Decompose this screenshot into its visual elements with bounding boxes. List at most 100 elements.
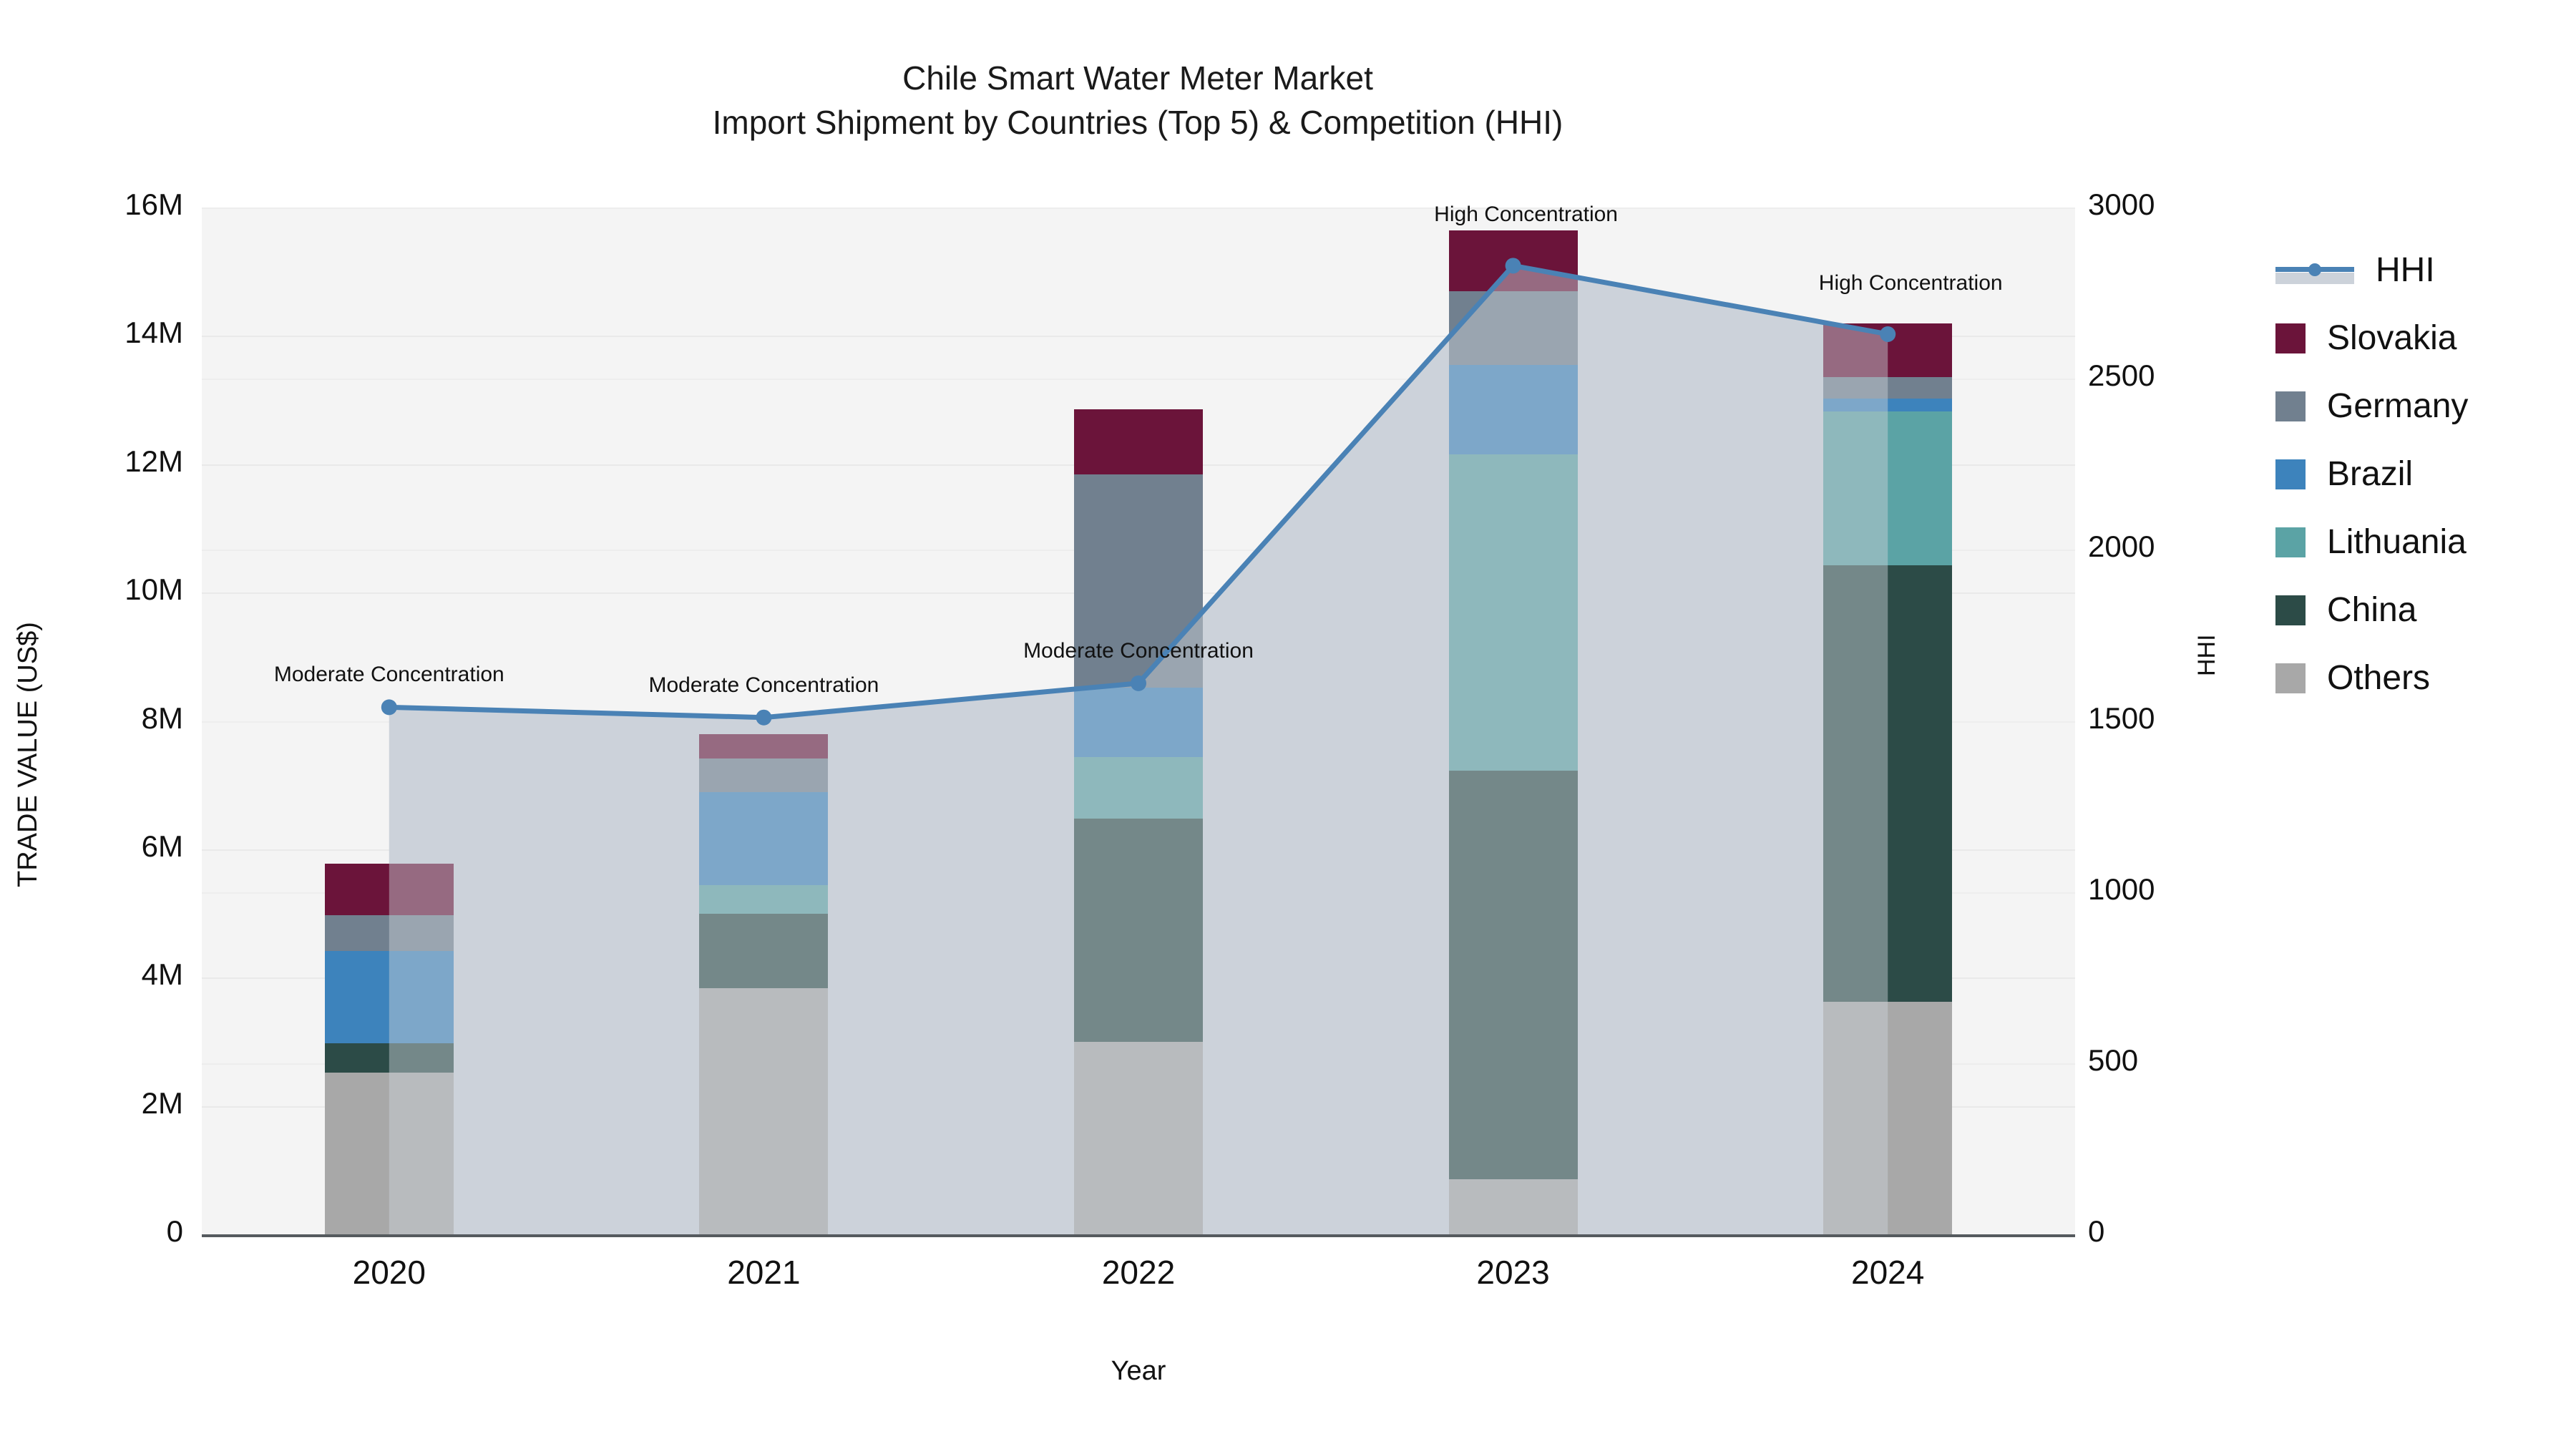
- legend-label: Slovakia: [2327, 319, 2457, 357]
- y-axis-left-title: TRADE VALUE (US$): [13, 622, 43, 887]
- y-tick-left: 14M: [125, 316, 183, 350]
- x-axis-line: [202, 1234, 2075, 1237]
- legend-item-slovakia[interactable]: Slovakia: [2275, 304, 2468, 372]
- bar-segment-lithuania[interactable]: [699, 885, 829, 914]
- gridline-secondary: [202, 208, 2075, 209]
- bar-segment-lithuania[interactable]: [1074, 756, 1203, 819]
- gridline: [202, 336, 2075, 338]
- hhi-marker[interactable]: [1505, 258, 1521, 274]
- bar-segment-others[interactable]: [1823, 1002, 1953, 1234]
- y-tick-left: 2M: [141, 1085, 183, 1120]
- legend-label: Germany: [2327, 387, 2469, 425]
- bar-segment-china[interactable]: [1074, 818, 1203, 1042]
- chart-title: Chile Smart Water Meter Market: [902, 59, 1373, 97]
- y-tick-left: 8M: [141, 701, 183, 735]
- hhi-annotation-2020: Moderate Concentration: [273, 663, 504, 687]
- hhi-marker[interactable]: [381, 699, 397, 716]
- bar-segment-germany[interactable]: [324, 915, 454, 952]
- y-tick-right: 3000: [2088, 187, 2155, 221]
- hhi-marker[interactable]: [1131, 675, 1146, 691]
- legend-label: Lithuania: [2327, 523, 2467, 561]
- legend-swatch-slovakia: [2275, 323, 2306, 353]
- bar-stack-2023[interactable]: [1448, 208, 1578, 1234]
- y-tick-right: 1500: [2088, 701, 2155, 735]
- legend-item-others[interactable]: Others: [2275, 644, 2468, 712]
- hhi-marker[interactable]: [1880, 326, 1896, 342]
- bar-segment-others[interactable]: [1074, 1041, 1203, 1234]
- bar-segment-china[interactable]: [699, 914, 829, 988]
- bar-segment-slovakia[interactable]: [1074, 409, 1203, 475]
- gridline-secondary: [202, 379, 2075, 381]
- x-axis-title: Year: [1111, 1356, 1166, 1386]
- y-tick-left: 4M: [141, 957, 183, 992]
- plot-area: Moderate Concentration Moderate Concentra…: [202, 203, 2075, 1234]
- legend-marker-icon: [2308, 263, 2321, 276]
- hhi-annotation-2022: Moderate Concentration: [1023, 638, 1254, 663]
- y-tick-right: 1000: [2088, 872, 2155, 906]
- y-tick-left: 10M: [125, 572, 183, 607]
- bar-stack-2022[interactable]: [1074, 208, 1203, 1234]
- x-tick-2021: 2021: [727, 1254, 801, 1291]
- bar-segment-brazil[interactable]: [1074, 687, 1203, 757]
- chart-title-block: Chile Smart Water Meter Market Import Sh…: [0, 56, 2275, 145]
- bar-segment-germany[interactable]: [1074, 474, 1203, 688]
- bar-segment-lithuania[interactable]: [1448, 454, 1578, 771]
- legend-item-brazil[interactable]: Brazil: [2275, 440, 2468, 508]
- legend-item-hhi[interactable]: HHI: [2275, 236, 2468, 304]
- bar-stack-2024[interactable]: [1823, 208, 1953, 1234]
- legend-label: Brazil: [2327, 455, 2414, 493]
- bar-stack-2020[interactable]: [324, 208, 454, 1234]
- y-tick-right: 500: [2088, 1043, 2139, 1077]
- bar-segment-brazil[interactable]: [1823, 399, 1953, 412]
- hhi-marker[interactable]: [756, 709, 772, 726]
- y-tick-left: 12M: [125, 444, 183, 478]
- chart-subtitle: Import Shipment by Countries (Top 5) & C…: [712, 104, 1563, 141]
- hhi-annotation-2021: Moderate Concentration: [648, 673, 879, 697]
- legend-label: HHI: [2376, 251, 2435, 289]
- bar-segment-brazil[interactable]: [1448, 364, 1578, 455]
- y-tick-left: 6M: [141, 829, 183, 863]
- legend-line-icon: [2275, 255, 2354, 286]
- legend-swatch-brazil: [2275, 459, 2306, 489]
- legend-swatch-china: [2275, 595, 2306, 625]
- hhi-line-series: [381, 258, 1896, 1234]
- bar-segment-germany[interactable]: [1448, 291, 1578, 365]
- bar-segment-china[interactable]: [324, 1043, 454, 1073]
- bar-segment-germany[interactable]: [699, 758, 829, 793]
- hhi-annotation-2024: High Concentration: [1818, 270, 2003, 295]
- y-tick-left: 16M: [125, 187, 183, 221]
- y-tick-right: 0: [2088, 1214, 2105, 1248]
- bar-segment-slovakia[interactable]: [324, 863, 454, 916]
- bar-segment-others[interactable]: [699, 987, 829, 1234]
- legend-item-china[interactable]: China: [2275, 576, 2468, 644]
- y-tick-left: 0: [166, 1214, 183, 1248]
- x-tick-2023: 2023: [1476, 1254, 1550, 1291]
- x-tick-2020: 2020: [352, 1254, 426, 1291]
- legend-swatch-germany: [2275, 391, 2306, 421]
- chart-legend: HHI Slovakia Germany Brazil Lithuania China Ot…: [2275, 236, 2468, 712]
- legend-label: Others: [2327, 659, 2431, 697]
- bar-segment-brazil[interactable]: [699, 792, 829, 886]
- bar-segment-china[interactable]: [1448, 770, 1578, 1179]
- bar-segment-china[interactable]: [1823, 565, 1953, 1002]
- bar-segment-brazil[interactable]: [324, 951, 454, 1043]
- legend-label: China: [2327, 591, 2417, 629]
- bar-segment-lithuania[interactable]: [1823, 411, 1953, 566]
- legend-item-lithuania[interactable]: Lithuania: [2275, 508, 2468, 576]
- y-tick-right: 2500: [2088, 358, 2155, 393]
- y-axis-right-title: HHI: [2193, 634, 2220, 676]
- bar-segment-others[interactable]: [324, 1073, 454, 1234]
- bar-segment-slovakia[interactable]: [699, 734, 829, 759]
- bar-segment-germany[interactable]: [1823, 376, 1953, 399]
- legend-swatch-others: [2275, 663, 2306, 693]
- x-tick-2024: 2024: [1851, 1254, 1925, 1291]
- bar-segment-others[interactable]: [1448, 1179, 1578, 1234]
- hhi-annotation-2023: High Concentration: [1434, 203, 1619, 227]
- x-tick-2022: 2022: [1101, 1254, 1176, 1291]
- legend-swatch-lithuania: [2275, 527, 2306, 557]
- legend-area-swatch: [2275, 272, 2354, 284]
- bar-stack-2021[interactable]: [699, 208, 829, 1234]
- hhi-area-overlay: [389, 265, 1888, 1234]
- legend-item-germany[interactable]: Germany: [2275, 372, 2468, 440]
